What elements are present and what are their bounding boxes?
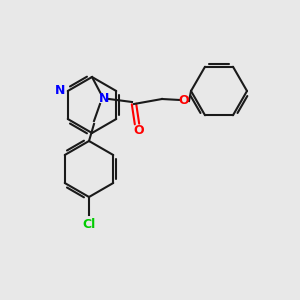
Text: O: O xyxy=(179,94,189,107)
Text: Cl: Cl xyxy=(82,218,96,232)
Text: N: N xyxy=(99,92,109,106)
Text: O: O xyxy=(134,124,144,137)
Text: N: N xyxy=(55,85,65,98)
